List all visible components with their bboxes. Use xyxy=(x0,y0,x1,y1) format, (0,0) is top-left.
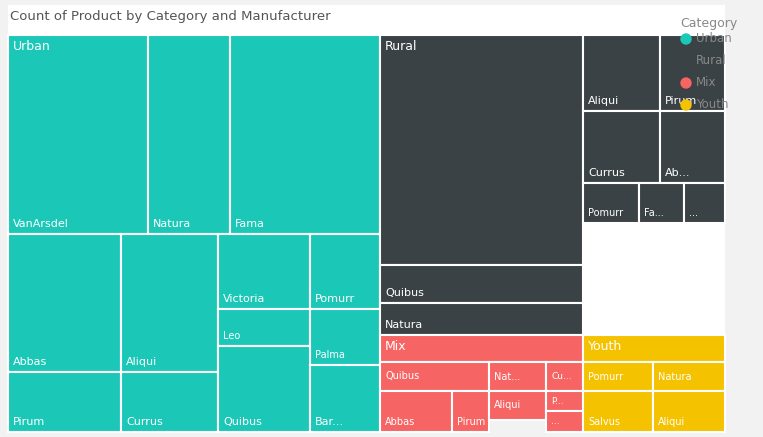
Bar xyxy=(546,411,583,432)
Text: Quibus: Quibus xyxy=(385,371,419,382)
Bar xyxy=(380,35,583,265)
Bar xyxy=(380,362,489,391)
Text: Pirum: Pirum xyxy=(665,96,697,106)
Text: Natura: Natura xyxy=(385,320,423,330)
Bar xyxy=(380,335,583,362)
Bar xyxy=(546,391,583,411)
Bar xyxy=(148,35,230,234)
Bar xyxy=(218,309,310,346)
Bar xyxy=(8,372,121,432)
Bar xyxy=(684,183,725,223)
Text: Abbas: Abbas xyxy=(385,417,415,427)
Text: Youth: Youth xyxy=(588,340,623,353)
Text: Quibus: Quibus xyxy=(385,288,424,298)
Bar xyxy=(380,391,452,432)
Bar xyxy=(452,391,489,432)
Bar xyxy=(546,362,583,391)
Text: Aliqui: Aliqui xyxy=(658,417,685,427)
Bar xyxy=(583,335,725,362)
Text: Fama: Fama xyxy=(235,219,265,229)
Text: Fa...: Fa... xyxy=(644,208,664,218)
Bar xyxy=(230,35,380,234)
Bar xyxy=(310,309,380,365)
Text: Bar...: Bar... xyxy=(315,417,344,427)
Text: Aliqui: Aliqui xyxy=(126,357,157,367)
Text: Youth: Youth xyxy=(696,98,729,111)
Text: Currus: Currus xyxy=(126,417,163,427)
Text: VanArsdel: VanArsdel xyxy=(13,219,69,229)
Text: Pomurr: Pomurr xyxy=(315,294,355,304)
Text: Abbas: Abbas xyxy=(13,357,47,367)
Bar xyxy=(639,183,684,223)
Text: Quibus: Quibus xyxy=(223,417,262,427)
Text: ...: ... xyxy=(689,208,698,218)
Bar xyxy=(653,362,725,391)
Text: Count of Product by Category and Manufacturer: Count of Product by Category and Manufac… xyxy=(10,10,330,23)
Bar xyxy=(583,183,639,223)
Text: Rural: Rural xyxy=(696,55,726,67)
Bar xyxy=(121,372,218,432)
Text: Natura: Natura xyxy=(153,219,192,229)
Text: Cu...: Cu... xyxy=(551,372,571,381)
Bar xyxy=(380,265,583,303)
Circle shape xyxy=(681,56,691,66)
Text: Ab...: Ab... xyxy=(665,168,691,178)
Text: Pirum: Pirum xyxy=(13,417,45,427)
Bar xyxy=(583,111,660,183)
Circle shape xyxy=(681,34,691,44)
Bar xyxy=(8,234,121,372)
Circle shape xyxy=(681,78,691,88)
Text: Aliqui: Aliqui xyxy=(494,400,521,410)
Bar xyxy=(583,391,653,432)
Text: Natura: Natura xyxy=(658,371,691,382)
Bar xyxy=(121,234,218,372)
Text: Aliqui: Aliqui xyxy=(588,96,620,106)
Text: Category: Category xyxy=(680,17,737,30)
Text: Pomurr: Pomurr xyxy=(588,371,623,382)
Text: Urban: Urban xyxy=(13,40,51,53)
Text: Rural: Rural xyxy=(385,40,417,53)
Text: Salvus: Salvus xyxy=(588,417,620,427)
Text: Mix: Mix xyxy=(696,76,716,90)
Bar xyxy=(218,234,310,309)
Bar xyxy=(489,362,546,391)
Bar xyxy=(489,391,546,420)
Text: Palma: Palma xyxy=(315,350,345,360)
Bar xyxy=(660,111,725,183)
Text: Currus: Currus xyxy=(588,168,625,178)
Text: Nat...: Nat... xyxy=(494,371,520,382)
Circle shape xyxy=(681,100,691,110)
Bar xyxy=(310,234,380,309)
Text: Leo: Leo xyxy=(223,331,240,341)
Text: P...: P... xyxy=(551,396,564,406)
Text: Mix: Mix xyxy=(385,340,407,353)
Bar xyxy=(310,365,380,432)
Text: ...: ... xyxy=(551,417,559,426)
Bar xyxy=(583,35,660,111)
Bar xyxy=(218,346,310,432)
Text: Victoria: Victoria xyxy=(223,294,266,304)
Bar xyxy=(583,362,653,391)
Text: Urban: Urban xyxy=(696,32,732,45)
Bar xyxy=(8,35,148,234)
Bar xyxy=(380,303,583,335)
Bar xyxy=(8,35,380,234)
Text: Pirum: Pirum xyxy=(457,417,485,427)
Bar xyxy=(660,35,725,111)
Text: Pomurr: Pomurr xyxy=(588,208,623,218)
Bar xyxy=(653,391,725,432)
